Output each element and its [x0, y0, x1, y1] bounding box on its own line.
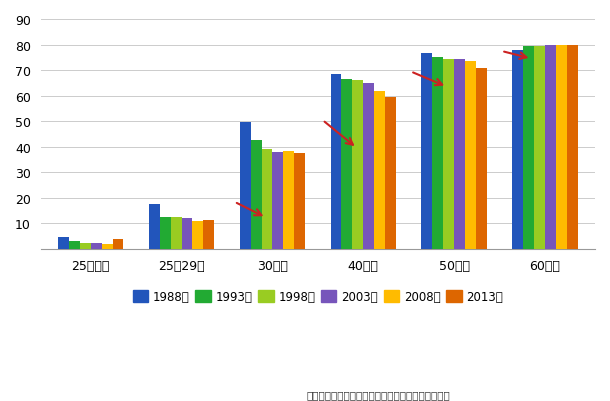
Legend: 1988年, 1993年, 1998年, 2003年, 2008年, 2013年: 1988年, 1993年, 1998年, 2003年, 2008年, 2013年 [128, 285, 508, 308]
Bar [240, 123, 251, 249]
Bar [556, 45, 567, 249]
Bar [149, 205, 160, 249]
Bar [523, 47, 534, 249]
Bar [331, 75, 342, 249]
Bar [262, 150, 273, 249]
Bar [182, 219, 193, 249]
Bar [443, 59, 454, 249]
Bar [512, 51, 523, 249]
Bar [567, 45, 578, 249]
Bar [342, 80, 353, 249]
Bar [112, 239, 123, 249]
Bar [545, 45, 556, 249]
Bar [534, 47, 545, 249]
Bar [432, 58, 443, 249]
Text: （総務省統計局「住宅・土地統計調査」より作成）: （総務省統計局「住宅・土地統計調査」より作成） [306, 389, 450, 399]
Bar [465, 62, 476, 249]
Bar [273, 152, 283, 249]
Bar [374, 91, 385, 249]
Bar [353, 81, 364, 249]
Bar [294, 154, 305, 249]
Bar [251, 141, 262, 249]
Bar [385, 98, 396, 249]
Bar [203, 220, 214, 249]
Bar [193, 221, 203, 249]
Bar [283, 151, 294, 249]
Bar [476, 69, 487, 249]
Bar [58, 238, 69, 249]
Bar [91, 243, 102, 249]
Bar [364, 84, 374, 249]
Bar [160, 217, 171, 249]
Bar [69, 242, 80, 249]
Bar [454, 59, 465, 249]
Bar [422, 55, 432, 249]
Bar [102, 244, 112, 249]
Bar [80, 243, 91, 249]
Bar [171, 217, 182, 249]
